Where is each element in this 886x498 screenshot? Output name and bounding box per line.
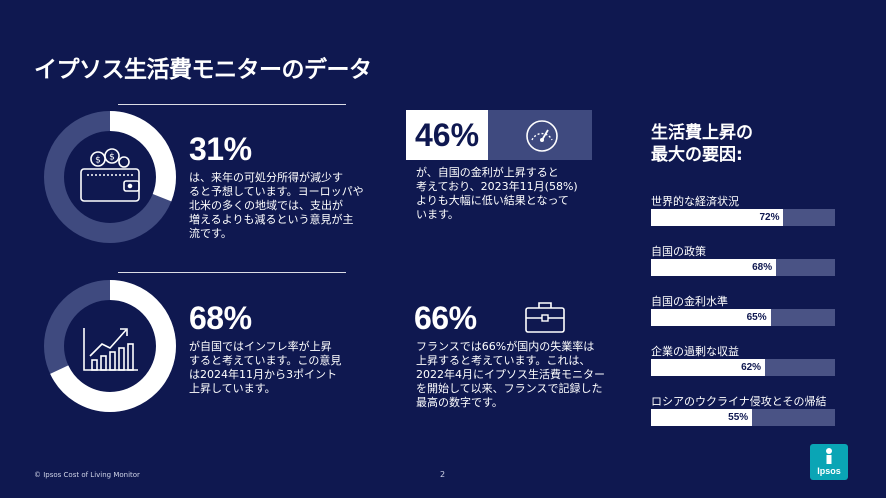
gauge-icon: [526, 120, 558, 152]
factor-label: ロシアのウクライナ侵攻とその帰結: [651, 395, 827, 408]
factor-bar-fill: [651, 309, 771, 326]
factor-bar: 68%: [651, 259, 835, 276]
wallet-icon: $ $: [80, 148, 140, 202]
factor-bar: 62%: [651, 359, 835, 376]
stat-66-percent: 66%: [414, 300, 477, 336]
factor-value: 55%: [728, 412, 749, 423]
factor-value: 72%: [759, 212, 780, 223]
factor-label: 世界的な経済状況: [651, 195, 739, 208]
stat-46-percent: 46%: [406, 110, 488, 160]
stat-68-description: が自国ではインフレ率が上昇 すると考えています。この意見 は2024年11月から3ポ…: [189, 340, 342, 395]
factor-bar-fill: [651, 409, 753, 426]
factor-bar: 65%: [651, 309, 835, 326]
growth-chart-icon: [83, 328, 138, 371]
divider-top-left: [118, 104, 346, 105]
svg-text:$: $: [109, 153, 115, 163]
factor-bar: 72%: [651, 209, 835, 226]
factor-bar-fill: [651, 359, 766, 376]
donut-68: [44, 280, 176, 412]
factor-bar: 55%: [651, 409, 835, 426]
factor-label: 自国の金利水準: [651, 295, 728, 308]
factor-label: 自国の政策: [651, 245, 706, 258]
ipsos-logo: Ipsos: [810, 444, 848, 480]
stat-31-percent: 31%: [189, 131, 252, 167]
factor-bar-fill: [651, 259, 777, 276]
page-title: イプソス生活費モニターのデータ: [34, 57, 372, 83]
factor-bar-fill: [651, 209, 784, 226]
factors-title: 生活費上昇の 最大の要因:: [651, 123, 753, 165]
stat-68-percent: 68%: [189, 300, 252, 336]
svg-text:$: $: [95, 156, 101, 166]
factor-value: 68%: [752, 262, 773, 273]
footer-copyright: © Ipsos Cost of Living Monitor: [34, 471, 140, 479]
stat-66-description: フランスでは66%が国内の失業率は 上昇すると考えています。これは、 2022年4月…: [416, 340, 605, 409]
stat-46-box: 46%: [406, 110, 592, 160]
stat-46-description: が、自国の金利が上昇すると 考えており、2023年11月(58%) よりも大幅に低い…: [416, 166, 578, 221]
page-number: 2: [440, 470, 446, 479]
stat-31-description: は、来年の可処分所得が減少す ると予想しています。ヨーロッパや 北米の多くの地域では…: [189, 171, 364, 240]
divider-middle-left: [118, 272, 346, 273]
factor-label: 企業の過剰な収益: [651, 345, 739, 358]
donut-31: $ $: [44, 111, 176, 243]
briefcase-icon: [525, 302, 565, 333]
factor-value: 65%: [746, 312, 767, 323]
factor-value: 62%: [741, 362, 762, 373]
